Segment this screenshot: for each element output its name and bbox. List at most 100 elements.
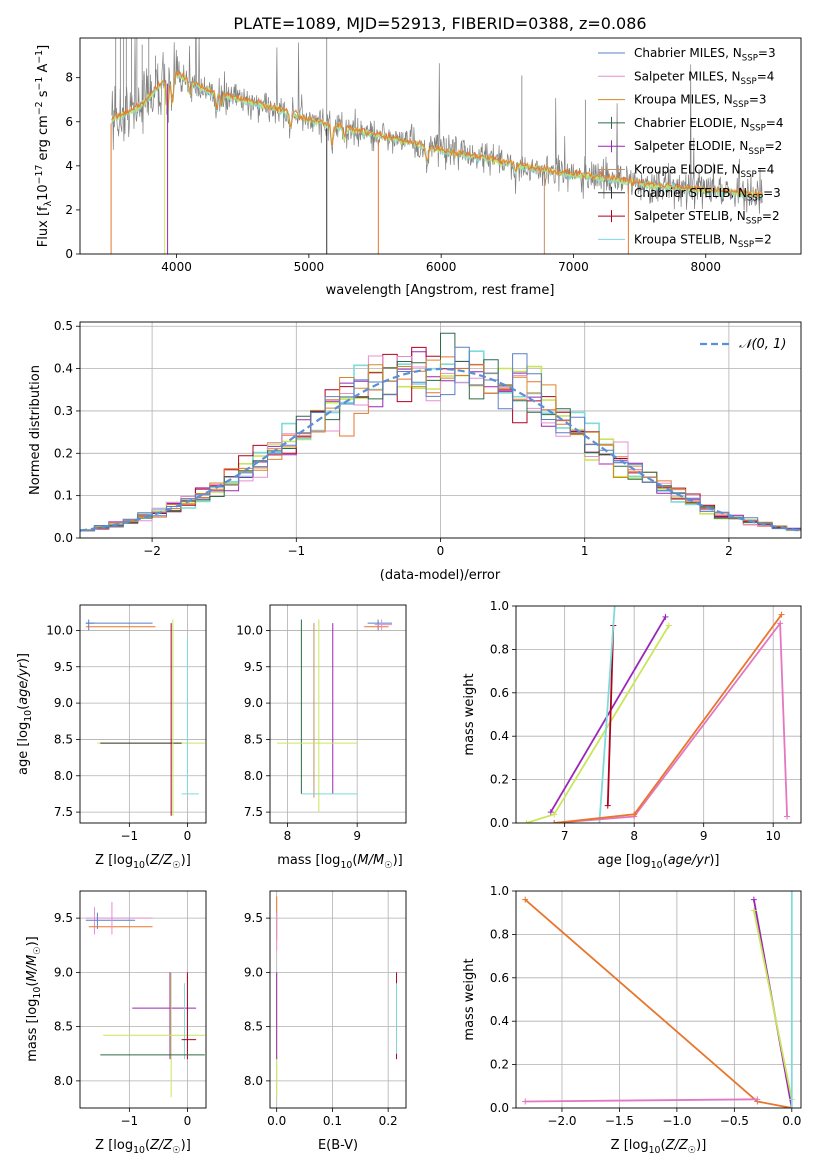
mass-weight-marker (777, 620, 784, 627)
x-tick-label: 9 (353, 829, 361, 843)
x-tick-label: 0 (184, 829, 192, 843)
y-tick-label: 8.0 (54, 769, 73, 783)
x-tick-label: −0.5 (720, 1114, 749, 1128)
x-tick-label: −2.0 (547, 1114, 576, 1128)
mass-vs-EBV-panel: 0.0 0.1 0.2 8.0 8.5 9.0 9.5 E(B-V) (244, 890, 407, 1153)
y-tick-label: 9.0 (244, 965, 263, 979)
y-tick-label: 10.0 (236, 623, 263, 637)
massweight-vs-Z-panel-plot-area (516, 891, 801, 1108)
x-tick-label: 0.0 (267, 1114, 286, 1128)
y-tick-label: 0.0 (490, 816, 509, 830)
legend-label: Salpeter MILES, NSSP=4 (634, 69, 774, 87)
mass-weight-marker (551, 811, 558, 818)
y-tick-label: 0.5 (54, 319, 73, 333)
y-tick-label: 0.4 (490, 1014, 509, 1028)
legend-label: 𝒩(0, 1) (739, 337, 786, 352)
legend-label: Chabrier STELIB, NSSP=3 (634, 186, 781, 204)
mass-weight-marker (788, 1105, 795, 1108)
mass-weight-series-line (753, 910, 793, 1100)
y-tick-label: 0.2 (490, 773, 509, 787)
y-tick-label: 0.8 (490, 927, 509, 941)
errorbar-point (85, 619, 95, 631)
residual-histogram (80, 355, 801, 531)
x-tick-label: 8 (630, 829, 638, 843)
spectrum-panel-frame (79, 37, 802, 255)
x-axis-label: mass [log10(M/M☉)] (277, 853, 403, 871)
legend-entry: Chabrier ELODIE, NSSP=4 (598, 116, 783, 134)
legend-entry: Salpeter STELIB, NSSP=2 (598, 209, 780, 227)
mass-vs-Z-panel: −1 0 8.0 8.5 9.0 9.5 Z [log10(Z/Z☉)] mass [log1… (25, 890, 207, 1156)
mass-weight-marker (604, 802, 611, 809)
x-tick-label: 7000 (558, 260, 589, 274)
y-tick-label: 0.4 (490, 729, 509, 743)
mass-weight-series-line (526, 625, 670, 823)
x-tick-label: 0 (184, 1114, 192, 1128)
x-tick-label: 9 (700, 829, 708, 843)
x-tick-label: 0.2 (379, 1114, 398, 1128)
y-tick-label: 7.5 (244, 805, 263, 819)
mass-weight-marker (750, 907, 757, 914)
massweight-vs-Z-panel-frame (515, 890, 802, 1109)
age-vs-Z-panel-ticks: −1 0 7.5 8.0 8.5 9.0 9.5 10.0 (46, 623, 191, 843)
y-tick-label: 10.0 (46, 623, 73, 637)
y-tick-label: 9.0 (244, 696, 263, 710)
x-tick-label: 0.1 (323, 1114, 342, 1128)
mass-weight-marker (596, 820, 603, 823)
y-tick-label: 0.4 (54, 362, 73, 376)
mass-weight-marker (611, 606, 618, 609)
mass-weight-marker (784, 813, 791, 820)
y-tick-label: 8.5 (244, 1020, 263, 1034)
legend-label: Kroupa MILES, NSSP=3 (634, 93, 767, 111)
y-tick-label: 8.0 (244, 769, 263, 783)
mass-weight-marker (662, 613, 669, 620)
y-tick-label: 8.0 (54, 1074, 73, 1088)
x-tick-label: 10 (766, 829, 781, 843)
spectrum-panel-ticks: 4000 5000 6000 7000 8000 0 2 4 6 8 (65, 71, 721, 274)
x-tick-label: 0.0 (782, 1114, 801, 1128)
x-tick-label: −2 (143, 544, 161, 558)
x-tick-label: −1 (121, 1114, 139, 1128)
y-tick-label: 8.0 (244, 1074, 263, 1088)
mass-weight-marker (522, 896, 529, 903)
y-tick-label: 8 (65, 71, 73, 85)
massweight-vs-age-panel: 7 8 9 10 0.0 0.2 0.4 0.6 0.8 1.0 age [log10(age/yr… (462, 599, 802, 871)
residuals-panel-ticks: −2 −1 0 1 2 0.0 0.1 0.2 0.3 0.4 0.5 (54, 319, 733, 558)
massweight-vs-age-panel-plot-area (516, 606, 801, 823)
x-tick-label: 8 (284, 829, 292, 843)
y-tick-label: 0.0 (54, 531, 73, 545)
legend-entry: Kroupa STELIB, NSSP=2 (598, 232, 772, 250)
x-axis-label: Z [log10(Z/Z☉)] (95, 853, 191, 871)
mass-weight-marker (523, 820, 530, 823)
massweight-vs-age-panel-ticks: 7 8 9 10 0.0 0.2 0.4 0.6 0.8 1.0 (490, 599, 781, 843)
legend-entry: Chabrier STELIB, NSSP=3 (598, 186, 781, 204)
x-tick-label: −1.0 (662, 1114, 691, 1128)
mass-weight-series-line (598, 606, 616, 823)
x-tick-label: 7 (561, 829, 569, 843)
age-vs-mass-panel: 8 9 7.5 8.0 8.5 9.0 9.5 10.0 mass [log10(M/M☉)] (236, 604, 407, 871)
y-tick-label: 7.5 (54, 805, 73, 819)
x-tick-label: 4000 (161, 260, 192, 274)
y-tick-label: 8.5 (54, 1020, 73, 1034)
x-tick-label: 6000 (426, 260, 457, 274)
y-tick-label: 0.2 (490, 1058, 509, 1072)
y-tick-label: 2 (65, 203, 73, 217)
x-tick-label: −1 (287, 544, 305, 558)
age-vs-mass-panel-plot-area (270, 605, 406, 823)
x-axis-label: Z [log10(Z/Z☉)] (611, 1138, 707, 1156)
mass-weight-series-line (524, 899, 792, 1108)
x-tick-label: −1.5 (605, 1114, 634, 1128)
x-tick-label: −1 (121, 829, 139, 843)
legend-label: Chabrier ELODIE, NSSP=4 (634, 116, 783, 134)
legend-label: Salpeter STELIB, NSSP=2 (634, 209, 780, 227)
x-tick-label: 1 (581, 544, 589, 558)
legend: 𝒩(0, 1) (700, 337, 786, 352)
legend-entry: Salpeter ELODIE, NSSP=2 (598, 139, 782, 157)
legend: Chabrier MILES, NSSP=3 Salpeter MILES, NS… (598, 46, 783, 250)
age-vs-Z-panel-plot-area (80, 605, 206, 823)
mass-weight-series-line (554, 614, 783, 823)
y-tick-label: 9.0 (54, 965, 73, 979)
mass-vs-Z-panel-frame (79, 890, 207, 1109)
y-tick-label: 9.5 (54, 660, 73, 674)
mass-weight-marker (547, 809, 554, 816)
